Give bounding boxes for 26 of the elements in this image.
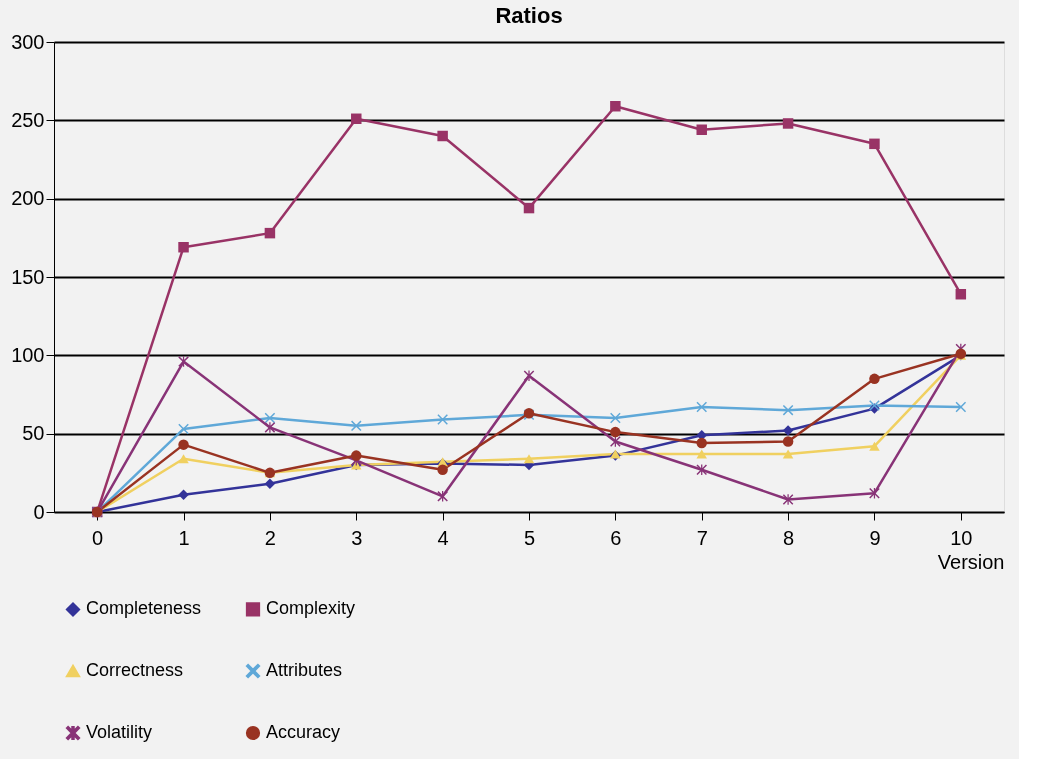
y-tick-label: 100 <box>11 343 45 366</box>
x-axis-title: Version <box>937 550 1005 573</box>
x-tick-label: 0 <box>92 526 104 549</box>
legend-label: Attributes <box>266 660 343 680</box>
x-tick-label: 2 <box>264 526 276 549</box>
y-tick-label: 200 <box>11 187 45 210</box>
x-tick-label: 3 <box>351 526 363 549</box>
legend-label: Accuracy <box>266 722 341 742</box>
y-tick-label: 50 <box>22 422 45 445</box>
x-tick-label: 4 <box>437 526 449 549</box>
y-tick-label: 300 <box>11 30 45 53</box>
legend-label: Completeness <box>86 598 202 619</box>
x-tick-label: 1 <box>178 526 190 549</box>
y-tick-label: 150 <box>11 265 45 288</box>
legend-label: Volatility <box>86 722 153 742</box>
legend-label: Correctness <box>86 660 184 680</box>
y-tick-label: 250 <box>11 108 45 131</box>
x-tick-label: 9 <box>869 526 881 549</box>
x-tick-label: 8 <box>783 526 795 549</box>
chart-title: Ratios <box>495 3 563 28</box>
x-tick-label: 5 <box>523 526 536 549</box>
x-tick-label: 6 <box>610 526 622 549</box>
x-tick-label: 10 <box>950 526 973 549</box>
legend-label: Complexity <box>266 598 356 619</box>
x-tick-label: 7 <box>696 526 708 549</box>
y-tick-label: 0 <box>33 500 45 523</box>
